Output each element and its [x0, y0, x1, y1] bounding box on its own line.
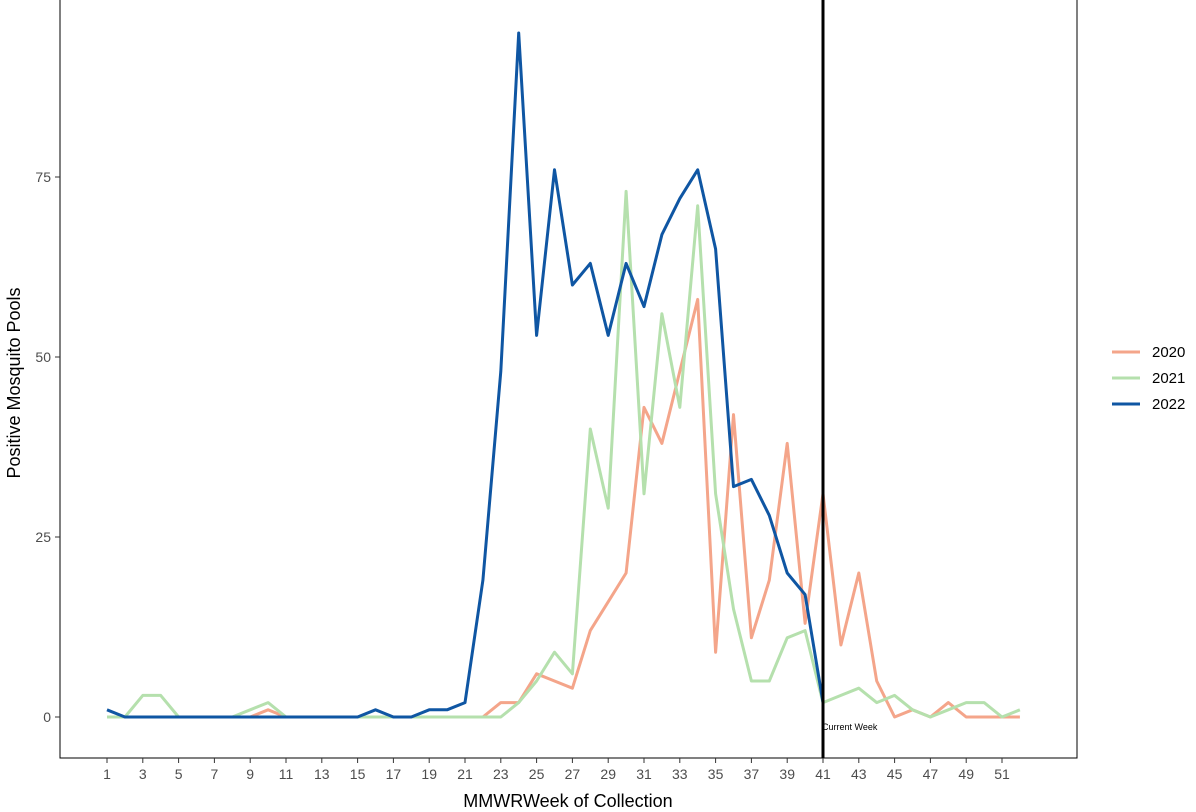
x-tick-label: 35 [708, 766, 724, 782]
x-tick-label: 29 [600, 766, 616, 782]
legend: 2020 2021 2022 [1112, 344, 1185, 413]
x-tick-label: 45 [887, 766, 903, 782]
series-line-2020 [107, 297, 1020, 719]
x-tick-label: 47 [923, 766, 939, 782]
y-axis-ticks: 0 25 50 75 [35, 169, 60, 725]
legend-label-2021: 2021 [1152, 370, 1185, 387]
x-tick-label: 5 [175, 766, 183, 782]
x-tick-label: 31 [636, 766, 652, 782]
y-tick-label: 50 [35, 349, 51, 365]
panel-border [59, 0, 1078, 759]
y-axis-title: Positive Mosquito Pools [4, 287, 24, 478]
series-line-2022 [106, 31, 825, 719]
x-tick-label: 11 [279, 766, 294, 782]
x-tick-label: 51 [994, 766, 1010, 782]
x-tick-label: 9 [246, 766, 254, 782]
current-week-label: Current Week [822, 722, 878, 732]
series-lines [106, 31, 1021, 719]
y-tick-label: 75 [35, 169, 51, 185]
x-tick-label: 1 [103, 766, 111, 782]
x-tick-label: 25 [529, 766, 545, 782]
x-tick-label: 37 [744, 766, 760, 782]
x-tick-label: 21 [457, 766, 473, 782]
legend-label-2022: 2022 [1152, 396, 1185, 413]
x-tick-label: 39 [779, 766, 795, 782]
x-tick-label: 41 [815, 766, 831, 782]
legend-label-2020: 2020 [1152, 344, 1185, 361]
x-tick-label: 43 [851, 766, 867, 782]
x-tick-label: 27 [565, 766, 581, 782]
x-tick-label: 13 [314, 766, 330, 782]
x-tick-label: 49 [958, 766, 974, 782]
x-tick-label: 15 [350, 766, 366, 782]
x-axis-ticks: 1 3 5 7 9 11 13 15 17 19 21 23 25 27 29 31 33 35 37 39 41 43 4… [103, 758, 1010, 782]
y-tick-label: 0 [43, 709, 51, 725]
x-tick-label: 19 [421, 766, 437, 782]
x-axis-title: MMWRWeek of Collection [463, 791, 672, 811]
x-tick-label: 23 [493, 766, 509, 782]
series-line-2021 [107, 189, 1021, 719]
x-tick-label: 17 [386, 766, 402, 782]
x-tick-label: 7 [211, 766, 219, 782]
y-tick-label: 25 [35, 529, 51, 545]
x-tick-label: 33 [672, 766, 688, 782]
x-tick-label: 3 [139, 766, 147, 782]
